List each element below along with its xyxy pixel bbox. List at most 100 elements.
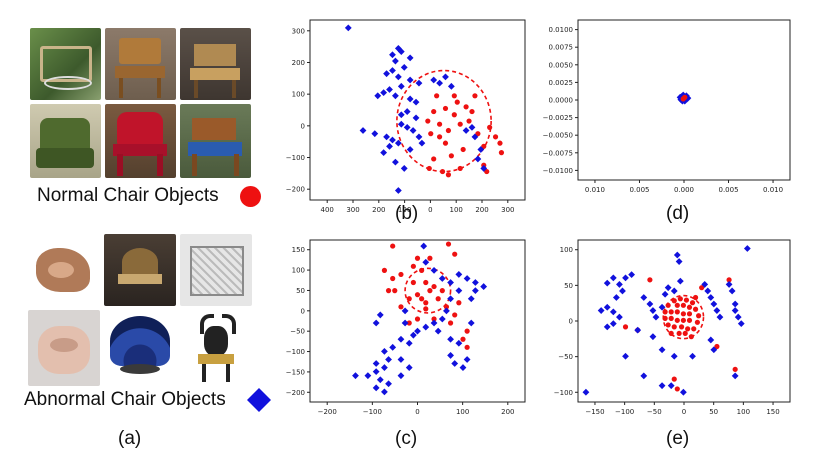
abnormal-point (603, 303, 611, 311)
abnormal-point (447, 295, 454, 303)
panel-label-e: (e) (666, 428, 690, 449)
normal-point (484, 168, 490, 175)
abnormal-point (415, 133, 423, 141)
normal-point (445, 172, 452, 178)
abnormal-point (603, 323, 611, 331)
normal-point (439, 288, 445, 294)
plot-frame-b (309, 19, 526, 201)
abnormal-point (397, 82, 405, 90)
normal-point (694, 319, 701, 325)
normal-point (674, 386, 680, 392)
normal-point (691, 326, 697, 332)
normal-point (406, 296, 412, 302)
abnormal-point (628, 271, 636, 279)
abnormal-point (372, 319, 380, 327)
x-tick-label: 0.010 (585, 186, 605, 194)
normal-point (674, 309, 680, 315)
normal-point (427, 288, 433, 294)
normal-point (439, 168, 446, 175)
abnormal-point (731, 307, 739, 314)
normal-point (452, 312, 458, 318)
abnormal-point (622, 274, 629, 282)
normal-point (680, 317, 686, 323)
normal-point (680, 311, 686, 317)
abnormal-point (409, 331, 417, 339)
normal-point (447, 320, 454, 326)
abnormal-point (619, 287, 626, 295)
normal-point (732, 366, 738, 372)
normal-point (436, 121, 443, 127)
abnormal-point (597, 307, 605, 314)
panel-label-d: (d) (666, 203, 690, 224)
normal-point (466, 118, 472, 124)
abnormal-point (389, 136, 396, 144)
abnormal-point (406, 95, 414, 103)
x-tick-label: 200 (372, 206, 385, 214)
abnormal-point (467, 319, 475, 327)
abnormal-point (676, 277, 684, 285)
x-tick-label: 200 (501, 408, 514, 416)
normal-point (668, 330, 674, 337)
normal-point (683, 297, 690, 303)
abnormal-chair-photo-5 (104, 310, 176, 386)
normal-point (452, 251, 458, 257)
normal-chair-photo-2 (105, 28, 176, 100)
y-tick-label: 0.0000 (549, 97, 574, 105)
decision-boundary-circle (396, 69, 492, 173)
normal-point (497, 140, 503, 146)
y-tick-label: −0.0050 (543, 132, 573, 140)
abnormal-point (386, 86, 393, 93)
normal-legend-marker (240, 186, 261, 207)
decision-boundary-circle (404, 267, 452, 314)
abnormal-point (400, 165, 408, 172)
x-tick-label: 0 (428, 206, 432, 214)
abnormal-point (622, 352, 629, 360)
normal-point (676, 330, 682, 337)
normal-point (469, 108, 475, 115)
abnormal-point (661, 290, 669, 298)
abnormal-point (646, 300, 654, 308)
normal-point (671, 324, 677, 330)
abnormal-point (728, 287, 736, 295)
normal-point (431, 156, 437, 162)
abnormal-point (420, 242, 428, 250)
x-tick-label: 100 (456, 408, 469, 416)
normal-point (682, 330, 688, 337)
normal-point (662, 309, 668, 315)
normal-point (463, 104, 469, 110)
x-tick-label: −100 (363, 408, 382, 416)
normal-point (431, 316, 437, 322)
y-tick-label: 50 (564, 282, 573, 290)
normal-point (686, 311, 693, 317)
abnormal-point (743, 245, 751, 252)
abnormal-point (434, 327, 442, 335)
abnormal-point (609, 274, 617, 282)
normal-point (662, 315, 668, 321)
y-tick-label: 50 (296, 287, 305, 295)
normal-point (410, 263, 416, 269)
normal-point (688, 334, 694, 340)
abnormal-point (463, 356, 471, 363)
abnormal-point (477, 146, 485, 153)
normal-point (680, 302, 686, 308)
abnormal-point (371, 130, 379, 138)
abnormal-point (649, 307, 657, 314)
abnormal-point (474, 155, 482, 163)
normal-point (457, 165, 463, 172)
normal-point (414, 255, 421, 261)
x-tick-label: −200 (318, 408, 337, 416)
abnormal-point (403, 123, 411, 131)
abnormal-point (609, 320, 617, 328)
normal-point (434, 93, 440, 99)
abnormal-point (376, 311, 384, 319)
abnormal-point (430, 76, 438, 84)
abnormal-point (480, 283, 488, 290)
normal-point (445, 127, 452, 134)
normal-point (464, 328, 470, 334)
abnormal-point (397, 335, 405, 343)
abnormal-point (471, 287, 479, 295)
abnormal-point (397, 48, 405, 55)
abnormal-point (664, 284, 672, 292)
normal-chair-photo-4 (30, 104, 101, 178)
abnormal-point (381, 364, 388, 371)
